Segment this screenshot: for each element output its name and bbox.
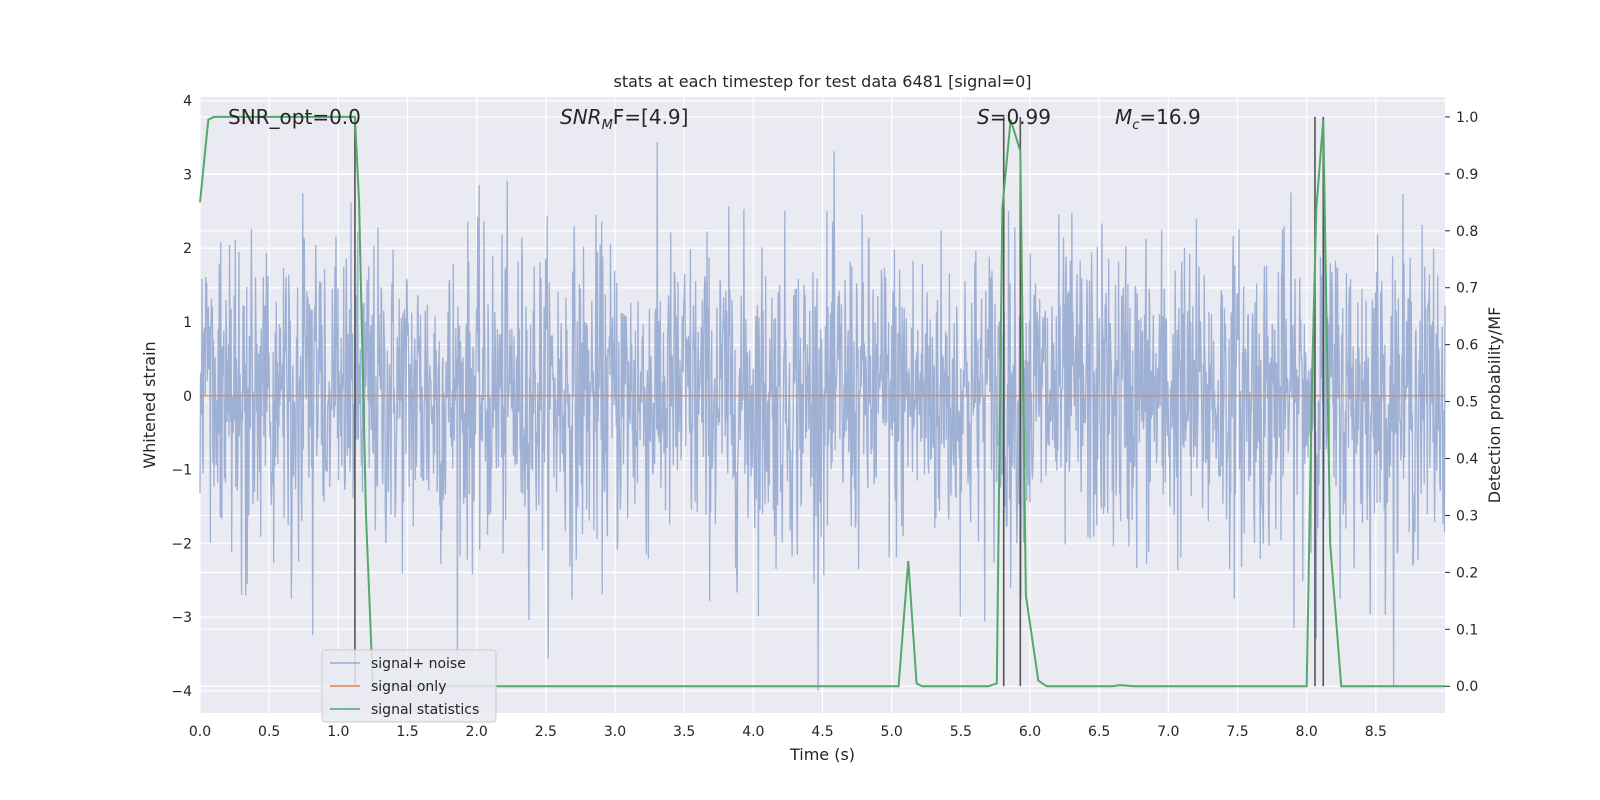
series-signal-statistics — [199, 115, 1445, 688]
annotation-stat: S=0.99 — [977, 105, 1051, 129]
x-tick-label: 3.5 — [673, 724, 695, 740]
x-tick-label: 3.0 — [604, 724, 626, 740]
x-tick-label: 5.5 — [950, 724, 972, 740]
x-tick-label: 0.0 — [189, 724, 211, 740]
y-tick-label: 2 — [183, 241, 192, 257]
y-axis-label: Whitened strain — [140, 341, 159, 468]
annotation-stat-a: S — [977, 105, 990, 129]
y2-axis-ticks: 1.0 0.9 0.8 0.7 0.6 0.5 0.4 0.3 0.2 0.1 0.0 — [1445, 110, 1478, 695]
x-tick-label: 7.5 — [1226, 724, 1248, 740]
y2-tick-label: 0.3 — [1456, 508, 1478, 524]
annotation-mc-a: M — [1115, 105, 1132, 129]
y2-tick-label: 0.4 — [1456, 452, 1478, 468]
x-tick-label: 8.5 — [1365, 724, 1387, 740]
annotation-mc-sub: c — [1132, 118, 1139, 133]
annotation-mc-b: =16.9 — [1139, 105, 1200, 129]
y2-tick-label: 0.2 — [1456, 565, 1478, 581]
legend-label-signal-only: signal only — [371, 679, 446, 695]
legend-box — [321, 649, 497, 723]
annotation-snr-mf-sub: M — [602, 118, 613, 133]
x-tick-label: 1.0 — [327, 724, 349, 740]
annotation-snr-mf: SNRMF=[4.9] — [560, 105, 688, 133]
y2-tick-label: 1.0 — [1456, 110, 1478, 126]
y-tick-label: 0 — [183, 389, 192, 405]
y2-tick-label: 0.0 — [1456, 679, 1478, 695]
x-tick-label: 6.0 — [1019, 724, 1041, 740]
legend-label-signal-noise: signal+ noise — [371, 656, 466, 672]
x-tick-label: 1.5 — [396, 724, 418, 740]
x-tick-label: 2.0 — [466, 724, 488, 740]
y-tick-label: 4 — [183, 94, 192, 110]
chart-title: stats at each timestep for test data 648… — [613, 72, 1031, 91]
y-tick-label: −1 — [171, 463, 192, 479]
x-tick-label: 4.0 — [742, 724, 764, 740]
y-tick-label: −2 — [171, 536, 192, 552]
y-tick-label: −4 — [171, 684, 192, 700]
annotation-snr-mf-a: SNR — [560, 105, 602, 129]
y2-tick-label: 0.9 — [1456, 167, 1478, 183]
annotation-stat-b: =0.99 — [990, 105, 1051, 129]
statistics-line — [199, 115, 1445, 688]
legend-label-signal-statistics: signal statistics — [371, 702, 479, 718]
y2-tick-label: 0.8 — [1456, 224, 1478, 240]
annotation-snr-opt: SNR_opt=0.0 — [228, 105, 361, 129]
y2-tick-label: 0.6 — [1456, 338, 1478, 354]
x-tick-label: 7.0 — [1157, 724, 1179, 740]
y2-tick-label: 0.1 — [1456, 622, 1478, 638]
y2-tick-label: 0.5 — [1456, 395, 1478, 411]
y-tick-label: 1 — [183, 315, 192, 331]
x-axis-ticks: 0.0 0.5 1.0 1.5 2.0 2.5 3.0 3.5 4.0 4.5 5.0 5.5 6.0 6… — [189, 724, 1387, 740]
y-axis-ticks: 4 3 2 1 0 −1 −2 −3 −4 — [171, 94, 192, 700]
y-tick-label: −3 — [171, 610, 192, 626]
x-tick-label: 6.5 — [1088, 724, 1110, 740]
x-tick-label: 0.5 — [258, 724, 280, 740]
series-signal-noise — [199, 142, 1446, 691]
x-tick-label: 2.5 — [535, 724, 557, 740]
x-axis-label: Time (s) — [789, 745, 855, 764]
annotation-mc: Mc=16.9 — [1115, 105, 1201, 133]
legend: signal+ noise signal only signal statist… — [321, 649, 497, 723]
x-tick-label: 5.0 — [881, 724, 903, 740]
y-tick-label: 3 — [183, 167, 192, 183]
x-tick-label: 8.0 — [1296, 724, 1318, 740]
noise-trace — [199, 142, 1446, 691]
x-tick-label: 4.5 — [811, 724, 833, 740]
y2-axis-label: Detection probability/MF — [1485, 307, 1504, 504]
y2-tick-label: 0.7 — [1456, 281, 1478, 297]
annotation-snr-mf-b: F=[4.9] — [613, 105, 689, 129]
